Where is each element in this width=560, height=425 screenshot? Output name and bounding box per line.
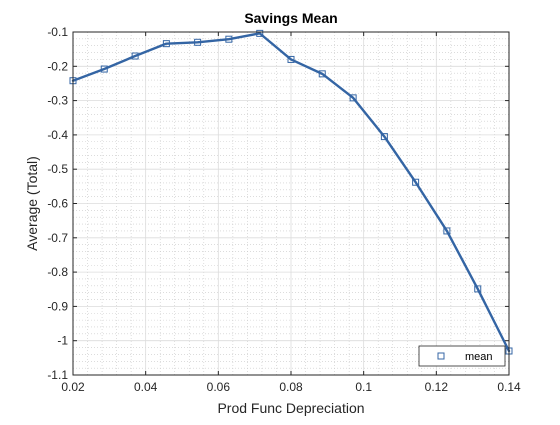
- y-tick-label: -0.4: [47, 128, 68, 142]
- legend-label: mean: [465, 351, 493, 363]
- y-tick-label: -0.2: [47, 59, 68, 73]
- data-point-marker: [412, 178, 420, 186]
- y-tick-label: -0.3: [47, 94, 68, 108]
- data-point-marker: [194, 38, 202, 46]
- y-tick-label: -1: [57, 334, 68, 348]
- x-tick-label: 0.12: [425, 380, 449, 394]
- x-tick-label: 0.14: [497, 380, 521, 394]
- x-axis-label: Prod Func Depreciation: [217, 400, 364, 416]
- x-tick-label: 0.06: [207, 380, 231, 394]
- tick-labels: 0.02 0.04 0.06 0.08 0.1 0.12 0.14 -0.1 -0.2 -0.3 -…: [47, 25, 521, 394]
- data-point-marker: [380, 133, 388, 141]
- tick-layer: [72, 31, 510, 376]
- chart-title: Savings Mean: [244, 10, 337, 26]
- series-line-mean: [71, 32, 511, 353]
- y-tick-label: -0.8: [47, 265, 68, 279]
- y-tick-label: -0.5: [47, 162, 68, 176]
- x-tick-label: 0.08: [279, 380, 303, 394]
- data-point-marker: [349, 94, 357, 102]
- legend-box: [418, 345, 506, 367]
- data-point-marker: [225, 35, 233, 43]
- y-tick-label: -0.9: [47, 299, 68, 313]
- legend: mean: [418, 345, 506, 367]
- data-point-marker: [443, 227, 451, 235]
- y-tick-label: -0.6: [47, 197, 68, 211]
- x-tick-label: 0.04: [134, 380, 158, 394]
- data-point-marker: [100, 65, 108, 73]
- x-tick-label: 0.02: [61, 380, 85, 394]
- data-point-marker: [131, 52, 139, 60]
- y-tick-label: -1.1: [47, 368, 68, 382]
- y-tick-label: -0.1: [47, 25, 68, 39]
- data-point-marker: [474, 285, 482, 293]
- data-point-marker: [318, 70, 326, 78]
- data-point-marker: [287, 55, 295, 63]
- y-axis-label: Average (Total): [24, 156, 40, 251]
- y-tick-label: -0.7: [47, 231, 68, 245]
- data-point-marker: [162, 40, 170, 48]
- x-tick-label: 0.1: [355, 380, 372, 394]
- data-point-marker: [256, 29, 264, 37]
- legend-marker-square-icon: [437, 352, 445, 360]
